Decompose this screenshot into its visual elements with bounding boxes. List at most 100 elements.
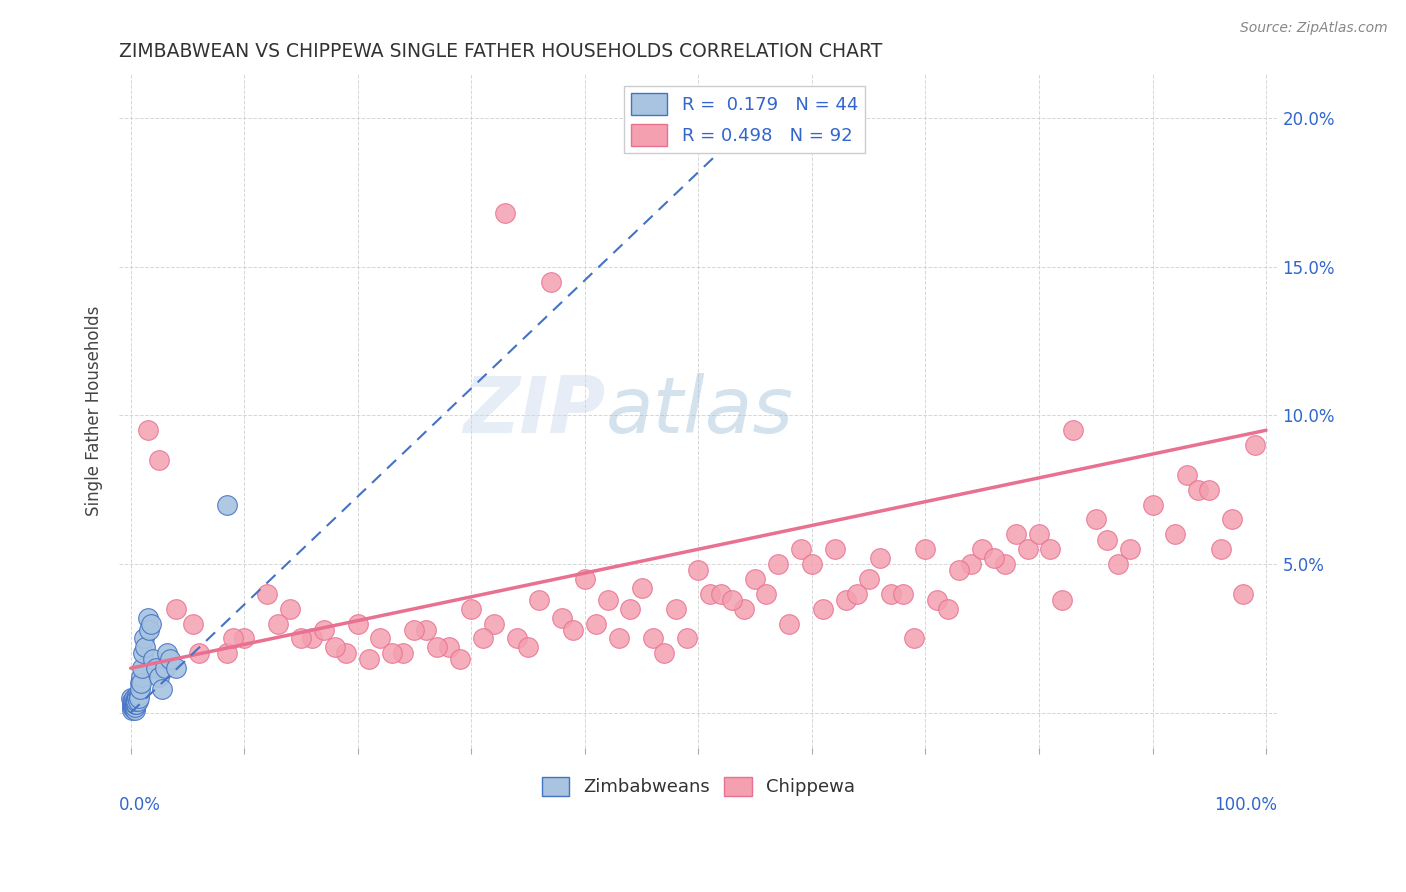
Point — [156, 646, 179, 660]
Point — [936, 601, 959, 615]
Point — [153, 661, 176, 675]
Point — [121, 694, 143, 708]
Point — [381, 646, 404, 660]
Point — [744, 572, 766, 586]
Point — [346, 616, 368, 631]
Point — [121, 697, 143, 711]
Point — [152, 681, 174, 696]
Point — [846, 587, 869, 601]
Point — [778, 616, 800, 631]
Point — [139, 616, 162, 631]
Point — [1119, 542, 1142, 557]
Point — [800, 557, 823, 571]
Point — [710, 587, 733, 601]
Point — [607, 632, 630, 646]
Point — [596, 592, 619, 607]
Point — [1209, 542, 1232, 557]
Point — [233, 632, 256, 646]
Point — [665, 601, 688, 615]
Point — [914, 542, 936, 557]
Point — [983, 551, 1005, 566]
Point — [733, 601, 755, 615]
Point — [145, 661, 167, 675]
Point — [1187, 483, 1209, 497]
Text: Source: ZipAtlas.com: Source: ZipAtlas.com — [1240, 21, 1388, 36]
Point — [449, 652, 471, 666]
Point — [357, 652, 380, 666]
Point — [129, 670, 152, 684]
Text: 0.0%: 0.0% — [120, 796, 162, 814]
Point — [1142, 498, 1164, 512]
Text: ZIP: ZIP — [464, 373, 606, 449]
Point — [699, 587, 721, 601]
Point — [128, 688, 150, 702]
Point — [217, 646, 239, 660]
Point — [688, 563, 710, 577]
Point — [585, 616, 607, 631]
Point — [124, 694, 146, 708]
Point — [122, 697, 145, 711]
Point — [122, 694, 145, 708]
Point — [494, 206, 516, 220]
Point — [1175, 467, 1198, 482]
Point — [181, 616, 204, 631]
Point — [619, 601, 641, 615]
Point — [148, 453, 170, 467]
Point — [127, 690, 149, 705]
Point — [1039, 542, 1062, 557]
Point — [312, 623, 335, 637]
Point — [972, 542, 994, 557]
Point — [903, 632, 925, 646]
Point — [415, 623, 437, 637]
Point — [148, 670, 170, 684]
Point — [482, 616, 505, 631]
Point — [335, 646, 357, 660]
Point — [124, 703, 146, 717]
Point — [165, 661, 187, 675]
Point — [460, 601, 482, 615]
Point — [891, 587, 914, 601]
Point — [136, 610, 159, 624]
Point — [125, 688, 148, 702]
Point — [217, 498, 239, 512]
Point — [370, 632, 392, 646]
Point — [880, 587, 903, 601]
Point — [222, 632, 245, 646]
Point — [1017, 542, 1039, 557]
Point — [136, 423, 159, 437]
Point — [128, 690, 150, 705]
Point — [134, 632, 156, 646]
Point — [134, 640, 156, 655]
Point — [124, 699, 146, 714]
Point — [789, 542, 811, 557]
Point — [121, 703, 143, 717]
Point — [551, 610, 574, 624]
Point — [948, 563, 970, 577]
Point — [1220, 512, 1243, 526]
Point — [1198, 483, 1220, 497]
Point — [959, 557, 981, 571]
Point — [824, 542, 846, 557]
Point — [1005, 527, 1028, 541]
Point — [290, 632, 312, 646]
Point — [138, 623, 160, 637]
Point — [127, 694, 149, 708]
Point — [121, 701, 143, 715]
Point — [165, 601, 187, 615]
Point — [1062, 423, 1084, 437]
Point — [129, 681, 152, 696]
Point — [641, 632, 664, 646]
Point — [267, 616, 290, 631]
Point — [131, 676, 153, 690]
Point — [835, 592, 858, 607]
Point — [122, 697, 145, 711]
Point — [652, 646, 675, 660]
Point — [994, 557, 1017, 571]
Point — [128, 676, 150, 690]
Point — [517, 640, 540, 655]
Point — [278, 601, 301, 615]
Point — [721, 592, 744, 607]
Point — [676, 632, 699, 646]
Legend: Zimbabweans, Chippewa: Zimbabweans, Chippewa — [534, 770, 862, 804]
Text: atlas: atlas — [606, 373, 793, 449]
